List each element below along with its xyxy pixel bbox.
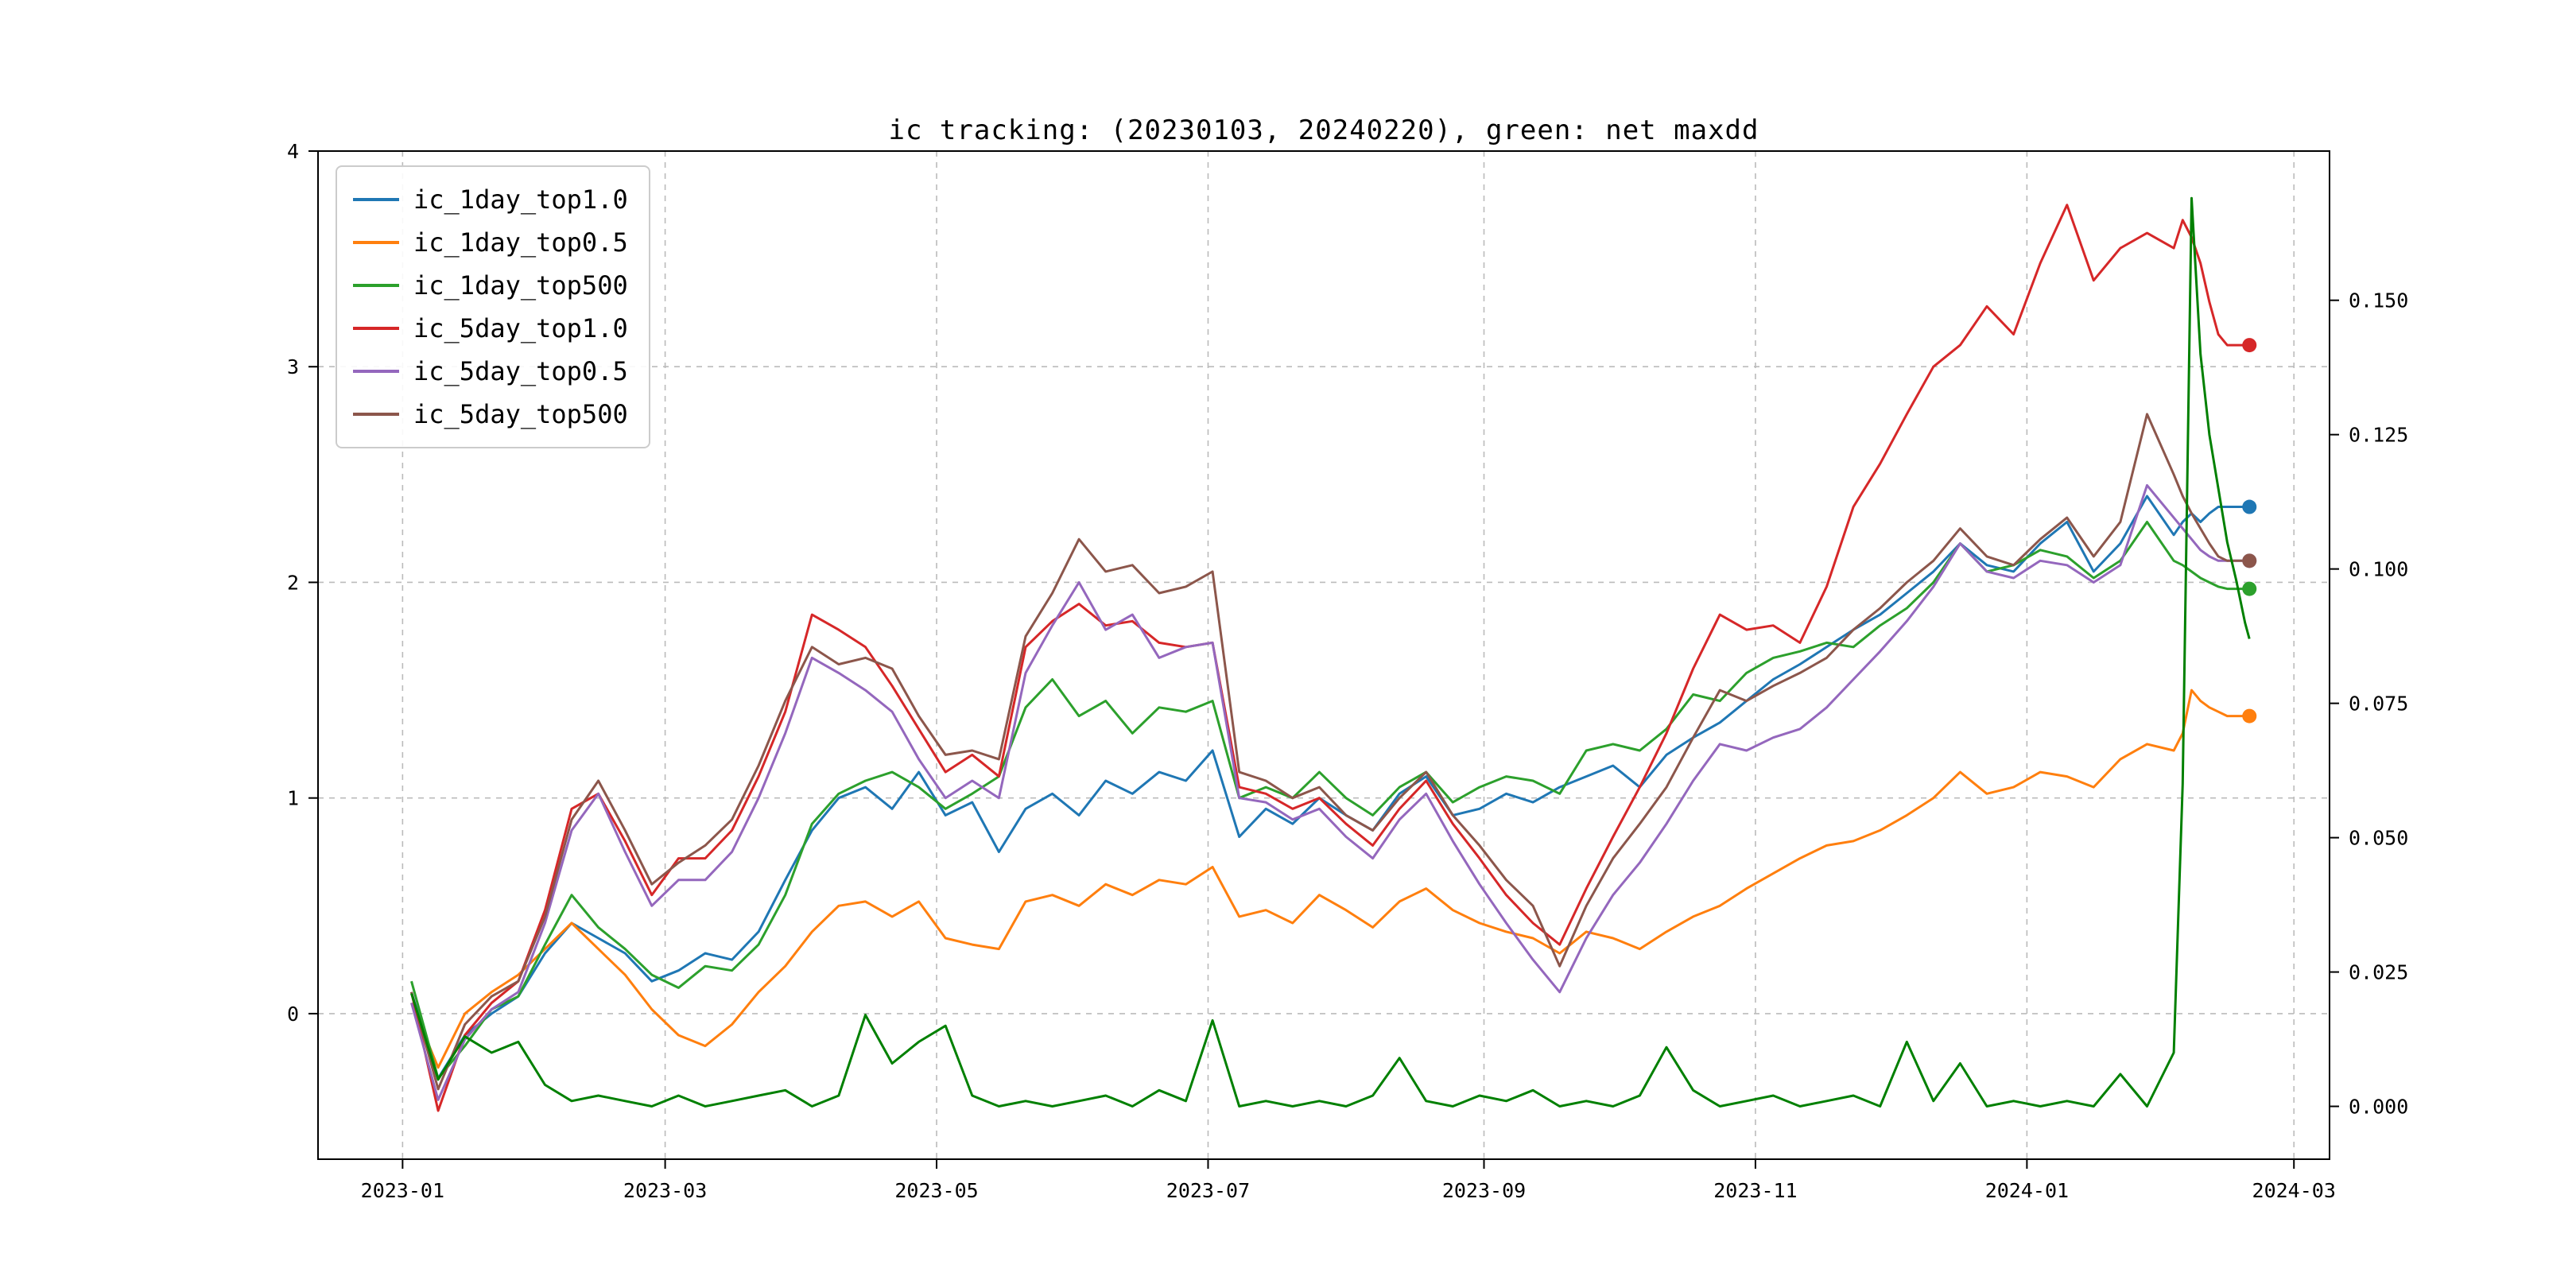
legend-item-ic_5day_top0.5: ic_5day_top0.5 [353, 350, 628, 393]
series-end-marker-ic_1day_top0.5 [2242, 708, 2257, 724]
series-end-marker-ic_5day_top1.0 [2242, 338, 2257, 353]
y-right-tick-label: 0.025 [2349, 961, 2408, 984]
series-line-ic_5day_top0.5 [410, 483, 2250, 1101]
series-line-ic_5day_top500 [410, 413, 2250, 1091]
y-right-tick-label: 0.050 [2349, 827, 2408, 850]
legend-label: ic_5day_top0.5 [413, 356, 628, 386]
y-right-tick-label: 0.100 [2349, 558, 2408, 581]
legend-label: ic_1day_top1.0 [413, 184, 628, 215]
y-right-tick-label: 0.150 [2349, 289, 2408, 312]
x-tick-label: 2023-11 [1713, 1179, 1797, 1202]
series-end-marker-ic_5day_top500 [2242, 553, 2257, 568]
series-line-ic_1day_top1.0 [410, 495, 2250, 1080]
y-right-tick-label: 0.000 [2349, 1096, 2408, 1119]
x-tick-label: 2023-01 [361, 1179, 444, 1202]
x-tick-label: 2024-01 [1985, 1179, 2069, 1202]
legend-item-ic_1day_top0.5: ic_1day_top0.5 [353, 221, 628, 264]
y-left-tick-label: 1 [287, 787, 299, 810]
legend-label: ic_1day_top500 [413, 270, 628, 301]
legend-label: ic_1day_top0.5 [413, 227, 628, 258]
legend-swatch [353, 327, 399, 330]
series-line-ic_1day_top500 [410, 521, 2250, 1080]
x-tick-label: 2023-05 [894, 1179, 978, 1202]
x-tick-label: 2023-03 [623, 1179, 707, 1202]
legend: ic_1day_top1.0 ic_1day_top0.5 ic_1day_top5… [336, 165, 650, 448]
x-tick-label: 2023-09 [1442, 1179, 1526, 1202]
x-tick-label: 2024-03 [2252, 1179, 2336, 1202]
chart-title: ic tracking: (20230103, 20240220), green… [888, 114, 1759, 146]
y-left-tick-label: 0 [287, 1003, 299, 1026]
x-tick-label: 2023-07 [1166, 1179, 1250, 1202]
legend-item-ic_1day_top1.0: ic_1day_top1.0 [353, 178, 628, 221]
legend-swatch [353, 284, 399, 287]
legend-label: ic_5day_top1.0 [413, 313, 628, 343]
legend-swatch [353, 241, 399, 244]
series-end-marker-ic_1day_top500 [2242, 581, 2257, 596]
legend-swatch [353, 198, 399, 201]
y-left-tick-label: 2 [287, 571, 299, 594]
y-left-tick-label: 3 [287, 355, 299, 378]
series-line-net_maxdd [410, 196, 2251, 1108]
legend-swatch [353, 370, 399, 373]
series-line-ic_5day_top1.0 [410, 204, 2250, 1112]
legend-label: ic_5day_top500 [413, 399, 628, 429]
legend-item-ic_5day_top500: ic_5day_top500 [353, 393, 628, 436]
y-right-tick-label: 0.075 [2349, 692, 2408, 716]
legend-item-ic_5day_top1.0: ic_5day_top1.0 [353, 307, 628, 350]
series-end-marker-ic_1day_top1.0 [2242, 499, 2257, 514]
legend-item-ic_1day_top500: ic_1day_top500 [353, 264, 628, 307]
y-left-tick-label: 4 [287, 140, 299, 163]
plot-border [317, 150, 2330, 1160]
series-line-ic_1day_top0.5 [410, 689, 2250, 1069]
y-right-tick-label: 0.125 [2349, 424, 2408, 447]
legend-swatch [353, 413, 399, 416]
